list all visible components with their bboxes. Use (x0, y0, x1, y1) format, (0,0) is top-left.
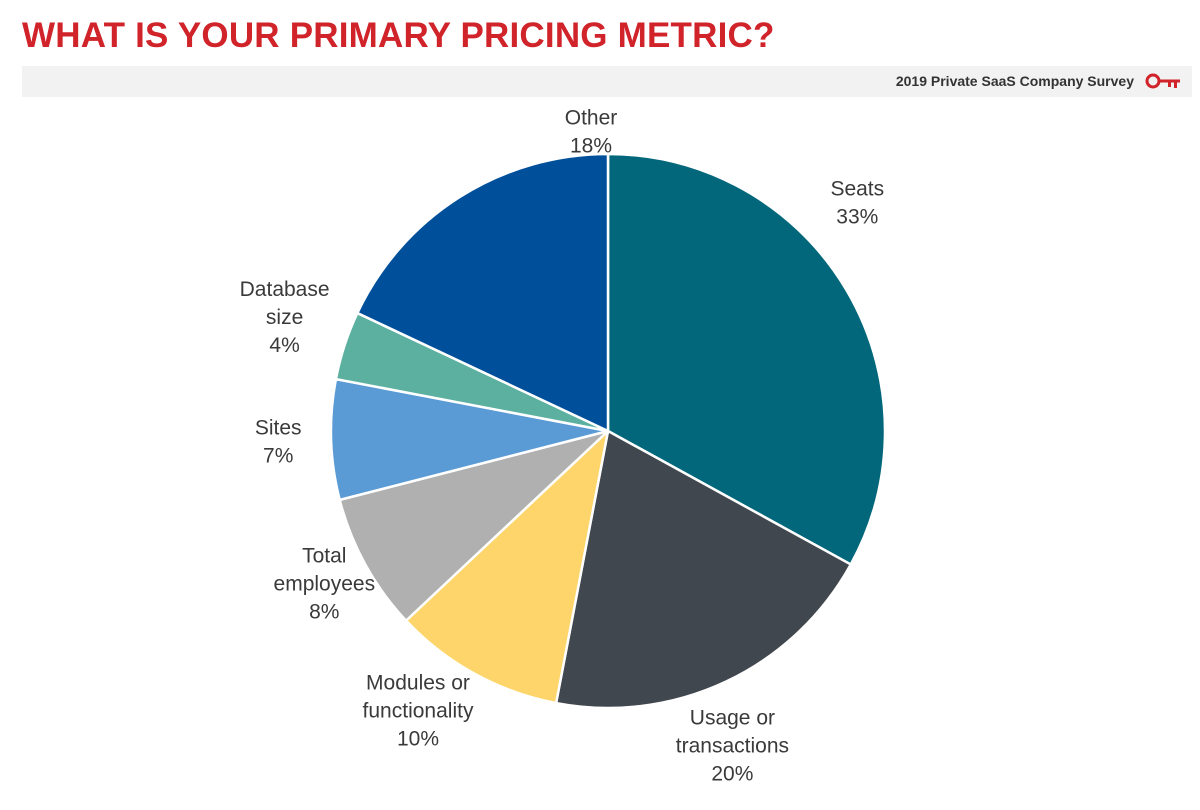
slice-category-label: employees (274, 572, 376, 595)
slice-category-label: Seats (830, 178, 884, 201)
pie-slice-modules-or-functionality (404, 429, 610, 705)
slice-label: Modules or functionality 10% (363, 672, 474, 751)
slice-label: Other 18% (565, 107, 618, 158)
pie-slice-usage-or-transactions (554, 429, 852, 710)
slice-value-label: 7% (263, 444, 293, 467)
slice-label: Total employees 8% (274, 544, 376, 623)
key-icon (1145, 73, 1180, 89)
slice-label: Sites 7% (255, 416, 302, 467)
page-title: WHAT IS YOUR PRIMARY PRICING METRIC? (22, 16, 775, 55)
pie-labels: Seats 33% Usage or transactions 20% Modules o… (240, 107, 885, 786)
slice-category-label: transactions (676, 734, 789, 757)
slice-value-label: 10% (397, 728, 439, 751)
slice-category-label: Total (302, 544, 346, 567)
slice-label: Usage or transactions 20% (676, 706, 789, 785)
pie-slice-total-employees (338, 429, 610, 622)
pie-chart: Seats 33% Usage or transactions 20% Modules o… (240, 107, 887, 786)
slice-category-label: Other (565, 107, 618, 130)
pie-slice-sites (329, 377, 610, 502)
survey-subtitle: 2019 Private SaaS Company Survey (895, 73, 1134, 89)
slice-category-label: size (266, 306, 303, 329)
slice-category-label: Sites (255, 416, 302, 439)
slice-value-label: 18% (570, 135, 612, 158)
slice-value-label: 20% (711, 762, 753, 785)
pie-slices (329, 152, 887, 710)
slice-value-label: 4% (269, 334, 299, 357)
slice-category-label: Database (240, 278, 330, 301)
slice-category-label: functionality (363, 700, 474, 723)
pie-slice-seats (606, 152, 887, 566)
subtitle-bar: 2019 Private SaaS Company Survey (22, 66, 1192, 97)
slice-label: Database size 4% (240, 278, 330, 357)
pie-slice-other (356, 152, 610, 433)
slice-category-label: Usage or (690, 706, 775, 729)
slice-value-label: 8% (309, 600, 339, 623)
slice-label: Seats 33% (830, 178, 884, 229)
slice-value-label: 33% (836, 206, 878, 229)
slice-category-label: Modules or (366, 672, 470, 695)
